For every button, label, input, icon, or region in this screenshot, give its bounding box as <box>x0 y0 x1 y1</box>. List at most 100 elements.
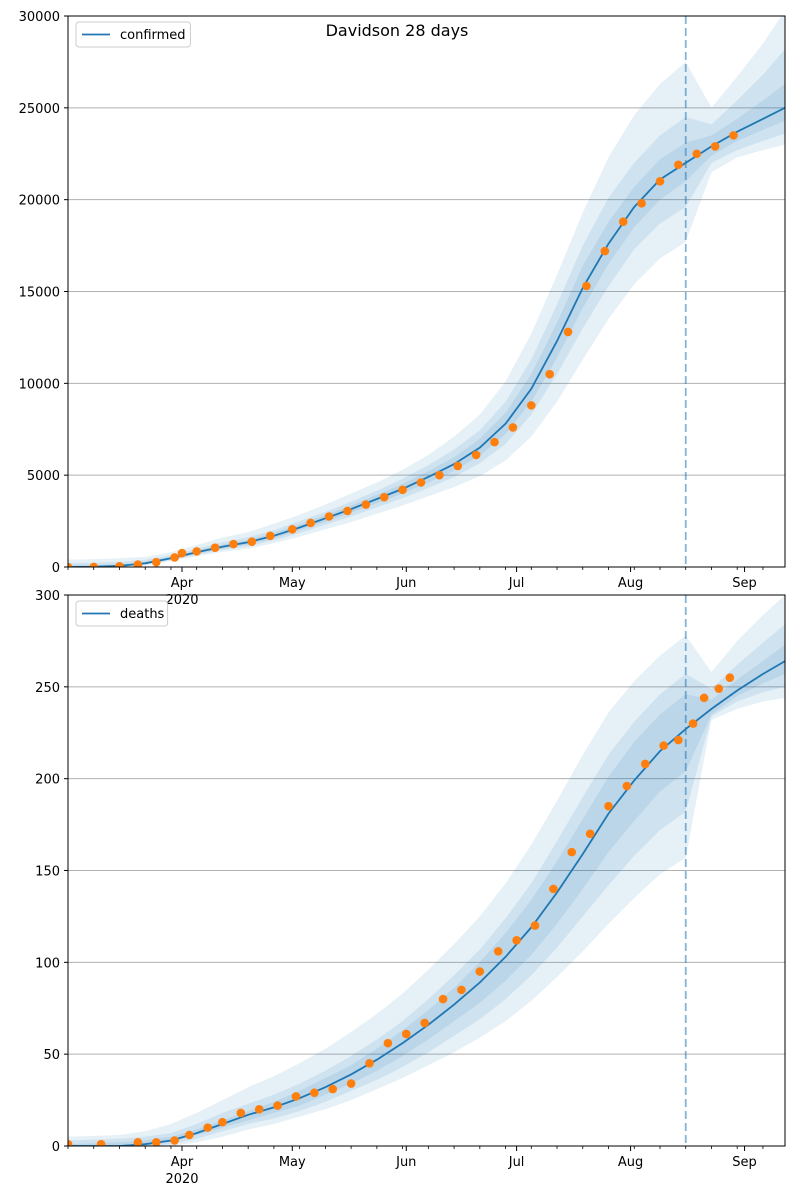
y-tick-label: 200 <box>35 773 60 788</box>
y-tick-label: 10000 <box>19 377 60 392</box>
y-tick-label: 250 <box>35 681 60 696</box>
observed-point <box>96 1139 106 1146</box>
observed-point <box>640 759 650 769</box>
observed-point <box>530 921 540 930</box>
observed-point <box>324 512 334 521</box>
observed-point <box>254 1104 264 1114</box>
observed-point <box>714 684 724 693</box>
confidence-band-2 <box>68 624 785 1146</box>
observed-point <box>236 1108 246 1118</box>
observed-point <box>133 560 143 567</box>
observed-point <box>229 539 238 549</box>
observed-point <box>674 160 683 170</box>
x-tick-label: Sep <box>732 576 757 591</box>
observed-point <box>585 829 595 839</box>
observed-point <box>287 525 297 534</box>
observed-point <box>218 1117 227 1127</box>
observed-point <box>361 500 371 509</box>
observed-point <box>637 199 646 208</box>
y-tick-label: 150 <box>35 865 60 880</box>
observed-point <box>604 801 613 811</box>
legend-box <box>75 21 191 48</box>
observed-point <box>618 217 628 227</box>
observed-point <box>170 553 179 562</box>
y-tick-label: 0 <box>52 1140 60 1155</box>
observed-point <box>89 562 99 567</box>
observed-point <box>273 1101 282 1110</box>
observed-point <box>567 847 577 857</box>
x-tick-label: Jun <box>395 576 416 591</box>
x-tick-label: Apr <box>171 1155 194 1170</box>
observed-point <box>526 401 536 410</box>
observed-point <box>457 985 466 995</box>
confirmed-line <box>68 106 785 567</box>
observed-point <box>655 177 665 186</box>
observed-point <box>328 1084 338 1094</box>
observed-point <box>688 719 698 728</box>
observed-point <box>151 1138 161 1146</box>
observed-point <box>545 369 554 379</box>
observed-point <box>343 506 352 516</box>
observed-point <box>729 131 738 140</box>
observed-point <box>435 470 444 480</box>
x-tick-label: Jul <box>508 1155 525 1170</box>
observed-point <box>622 781 632 791</box>
observed-point <box>699 693 709 703</box>
y-tick-label: 30000 <box>19 10 60 25</box>
x-tick-label: Aug <box>618 1155 643 1170</box>
observed-point <box>68 1139 73 1146</box>
x-tick-label: Jun <box>395 1155 416 1170</box>
observed-point <box>725 673 735 682</box>
confidence-band-1 <box>68 595 785 1146</box>
y-tick-label: 5000 <box>27 469 60 484</box>
observed-point <box>68 562 73 567</box>
figure-title: Davidson 28 days <box>326 21 469 40</box>
y-tick-label: 20000 <box>19 194 60 209</box>
observed-point <box>203 1123 213 1132</box>
y-tick-label: 0 <box>52 561 60 576</box>
observed-point <box>379 492 389 502</box>
observed-point <box>346 1079 356 1088</box>
observed-point <box>512 935 521 945</box>
x-tick-label: Aug <box>618 576 643 591</box>
observed-point <box>291 1092 301 1101</box>
observed-point <box>310 1088 319 1098</box>
observed-point <box>265 531 275 541</box>
confidence-band-1 <box>68 16 785 567</box>
observed-point <box>582 281 591 291</box>
y-tick-label: 25000 <box>19 102 60 117</box>
y-tick-label: 50 <box>43 1048 60 1063</box>
observed-point <box>306 518 315 528</box>
observed-point <box>659 741 668 750</box>
observed-point <box>493 947 503 956</box>
legend-label: deaths <box>120 607 165 622</box>
deaths-panel: 0 50 100 150 200 250 300 Apr 2020 May Jun Jul Aug Sep… <box>35 589 786 1187</box>
observed-point <box>185 1130 194 1140</box>
plot-area <box>68 595 785 1146</box>
x-tick-label: Apr <box>171 576 194 591</box>
legend-box <box>75 600 169 627</box>
observed-point <box>692 149 702 159</box>
observed-point <box>549 884 558 894</box>
observed-point <box>438 994 448 1004</box>
observed-point <box>398 485 407 495</box>
observed-point <box>170 1136 179 1145</box>
observed-point <box>365 1059 374 1068</box>
observed-point <box>192 547 201 556</box>
x-tick-label: Sep <box>732 1155 757 1170</box>
observed-point <box>490 437 499 447</box>
observed-point <box>401 1029 411 1039</box>
plot-area <box>68 16 785 567</box>
x-tick-label: May <box>279 1155 306 1170</box>
x-tick-year-label: 2020 <box>165 1172 198 1187</box>
confirmed-panel: 0 5000 10000 15000 20000 25000 30000 Apr 2020 May… <box>19 10 786 608</box>
x-tick-label: Jul <box>508 576 525 591</box>
x-tick-label: May <box>279 576 306 591</box>
observed-point <box>563 327 573 337</box>
observed-point <box>674 735 683 745</box>
observed-point <box>247 537 257 546</box>
observed-point <box>210 543 220 553</box>
observed-point <box>453 461 463 471</box>
